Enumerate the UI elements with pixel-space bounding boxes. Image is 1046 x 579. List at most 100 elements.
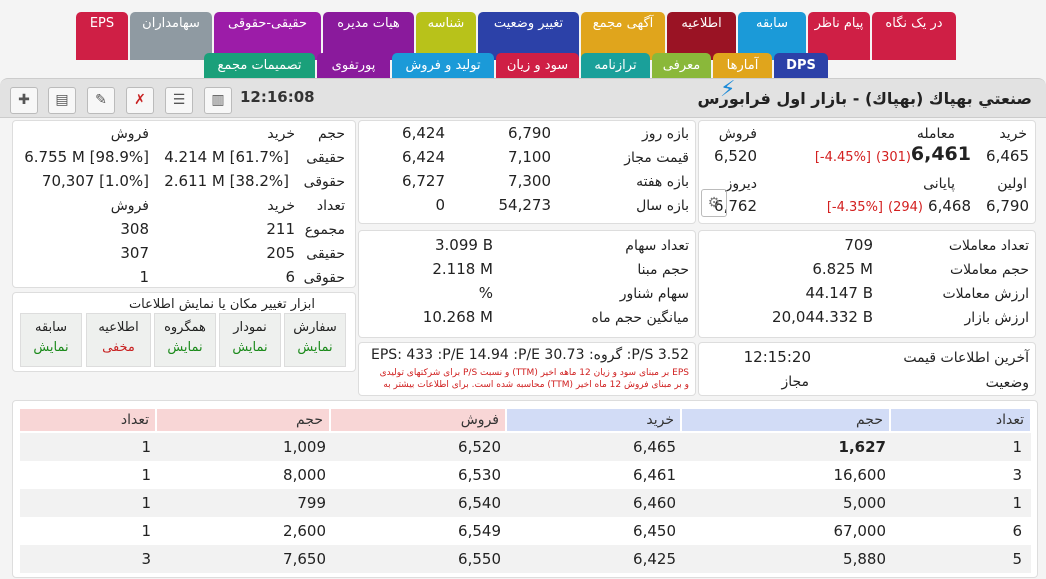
best-buy-value: 6,465 <box>986 147 1029 165</box>
sell-label: فروش <box>718 126 757 142</box>
toggle-orders-button[interactable]: سفارش نمایش <box>284 313 346 367</box>
tab-dps[interactable]: DPS <box>774 53 828 79</box>
list-icon[interactable]: ☰ <box>165 87 193 114</box>
legal-buy-count: 6 <box>285 268 295 286</box>
buy-header: خرید <box>267 126 295 142</box>
row3-volume-sell: 799 <box>297 494 326 512</box>
day-range-low: 6,424 <box>402 124 445 142</box>
trades-count-label: تعداد معاملات <box>948 238 1029 254</box>
symbol-title-bar: ✚ ▤ ✎ ✗ ☰ ▥ 12:16:08 ⚡ صنعتي بهپاك (بهپا… <box>0 78 1046 118</box>
legal-buy-value: 2.611 M [38.2%] <box>164 172 289 190</box>
chart-icon[interactable]: ▥ <box>204 87 232 114</box>
real-buy-count: 205 <box>266 244 295 262</box>
row3-volume-buy: 5,000 <box>843 494 886 512</box>
allowed-range-low: 6,424 <box>402 148 445 166</box>
row4-count-buy: 6 <box>1012 522 1022 540</box>
row2-sell-price: 6,530 <box>458 466 501 484</box>
tab-overview[interactable]: در یک نگاه <box>872 12 956 60</box>
tab-supervisor-message[interactable]: پیام ناظر <box>808 12 870 60</box>
stats-panel: تعداد معاملات 709 حجم معاملات 6.825 M ار… <box>698 230 1036 338</box>
tab-intro[interactable]: معرفی <box>652 53 711 79</box>
edit-note-icon[interactable]: ✎ <box>87 87 115 114</box>
row1-volume-sell: 1,009 <box>283 438 326 456</box>
year-range-low: 0 <box>435 196 445 214</box>
tab-announcements[interactable]: اطلاعیه <box>667 12 736 60</box>
tab-balance-sheet[interactable]: ترازنامه <box>581 53 650 79</box>
float-label: سهام شناور <box>619 286 689 302</box>
tab-board[interactable]: هیات مدیره <box>323 12 414 60</box>
clock-time: 12:16:08 <box>240 88 315 106</box>
eps-pe-line: EPS: 433 :P/E 14.94 :P/E گروه: 30.73 :P/… <box>371 347 689 363</box>
week-range-label: بازه هفته <box>636 174 689 190</box>
trades-value-value: 44.147 B <box>805 284 873 302</box>
tab-profit-loss[interactable]: سود و زیان <box>496 53 579 79</box>
volume-header: حجم <box>317 126 345 142</box>
toggle-history-button[interactable]: سابقه نمایش <box>20 313 82 367</box>
compare-icon[interactable]: ✗ <box>126 87 154 114</box>
header-count-buy: تعداد <box>891 409 1030 431</box>
total-buy-count: 211 <box>266 220 295 238</box>
row2-volume-sell: 8,000 <box>283 466 326 484</box>
week-range-high: 7,300 <box>508 172 551 190</box>
first-label: اولین <box>997 176 1027 192</box>
eps-note-line-2: و بر مبنای فروش 12 ماه اخیر (TTM) محاسبه… <box>383 380 689 390</box>
tab-assembly-notice[interactable]: آگهی مجمع <box>581 12 665 60</box>
count-buy-header: خرید <box>267 198 295 214</box>
row1-sell-price: 6,520 <box>458 438 501 456</box>
last-update-label: آخرین اطلاعات قیمت <box>903 350 1029 366</box>
count-header: تعداد <box>316 198 345 214</box>
toggle-announcements-button[interactable]: اطلاعیه مخفی <box>86 313 151 367</box>
quote-panel: خرید معامله فروش 6,465 6,461 (301) [-4.4… <box>698 120 1036 224</box>
tab-status-change[interactable]: تغییر وضعیت <box>478 12 579 60</box>
total-sell-count: 308 <box>120 220 149 238</box>
legal-sell-value: 70,307 [1.0%] <box>41 172 149 190</box>
tab-identity[interactable]: شناسه <box>416 12 476 60</box>
tab-history[interactable]: سابقه <box>738 12 806 60</box>
add-icon[interactable]: ✚ <box>10 87 38 114</box>
tab-stats[interactable]: آمارها <box>713 53 772 79</box>
market-value-value: 20,044.332 B <box>772 308 873 326</box>
row1-buy-price: 6,465 <box>633 438 676 456</box>
close-label: پایانی <box>923 176 955 192</box>
real-count-label: حقیقی <box>306 246 345 262</box>
row1-count-buy: 1 <box>1012 438 1022 456</box>
row3-buy-price: 6,460 <box>633 494 676 512</box>
close-change-value: (294) <box>888 200 923 215</box>
row4-volume-sell: 2,600 <box>283 522 326 540</box>
real-row-label: حقیقی <box>306 150 345 166</box>
tab-eps[interactable]: EPS <box>76 12 128 60</box>
calculator-icon[interactable]: ▤ <box>48 87 76 114</box>
shares-panel: تعداد سهام 3.099 B حجم مبنا 2.118 M سهام… <box>358 230 696 338</box>
order-row <box>20 489 1031 517</box>
base-volume-value: 2.118 M <box>432 260 493 278</box>
row5-count-buy: 5 <box>1012 550 1022 568</box>
shares-label: تعداد سهام <box>625 238 689 254</box>
total-row-label: مجموع <box>304 222 345 238</box>
row4-sell-price: 6,549 <box>458 522 501 540</box>
year-range-high: 54,273 <box>498 196 552 214</box>
allowed-range-high: 7,100 <box>508 148 551 166</box>
tab-production-sales[interactable]: تولید و فروش <box>392 53 494 79</box>
yesterday-price-value: 6,762 <box>714 197 757 215</box>
tab-portfolio[interactable]: پورتفوی <box>317 53 390 79</box>
tools-title: ابزار تغییر مکان یا نمایش اطلاعات <box>128 297 315 312</box>
client-types-panel: حجم خرید فروش حقیقی 4.214 M [61.7%] 6.75… <box>12 120 356 288</box>
toggle-peers-button[interactable]: همگروه نمایش <box>154 313 216 367</box>
toggle-chart-button[interactable]: نمودار نمایش <box>219 313 281 367</box>
market-value-label: ارزش بازار <box>964 310 1029 326</box>
tab-shareholders[interactable]: سهامداران <box>130 12 212 60</box>
trades-volume-value: 6.825 M <box>812 260 873 278</box>
order-row <box>20 545 1031 573</box>
yesterday-label: دیروز <box>725 176 757 192</box>
year-range-label: بازه سال <box>636 198 689 214</box>
tab-assembly-decisions[interactable]: تصمیمات مجمع <box>204 53 315 79</box>
tab-real-legal[interactable]: حقیقی-حقوقی <box>214 12 321 60</box>
row2-buy-price: 6,461 <box>633 466 676 484</box>
header-volume-buy: حجم <box>682 409 889 431</box>
eps-note-line-1: EPS بر مبنای سود و زیان 12 ماهه اخیر (TT… <box>379 368 689 378</box>
header-sell-price: فروش <box>331 409 505 431</box>
sliders-icon[interactable]: ⚙ <box>701 189 727 217</box>
row5-buy-price: 6,425 <box>633 550 676 568</box>
sell-header: فروش <box>110 126 149 142</box>
close-percent-value: [-4.35%] <box>826 200 883 215</box>
